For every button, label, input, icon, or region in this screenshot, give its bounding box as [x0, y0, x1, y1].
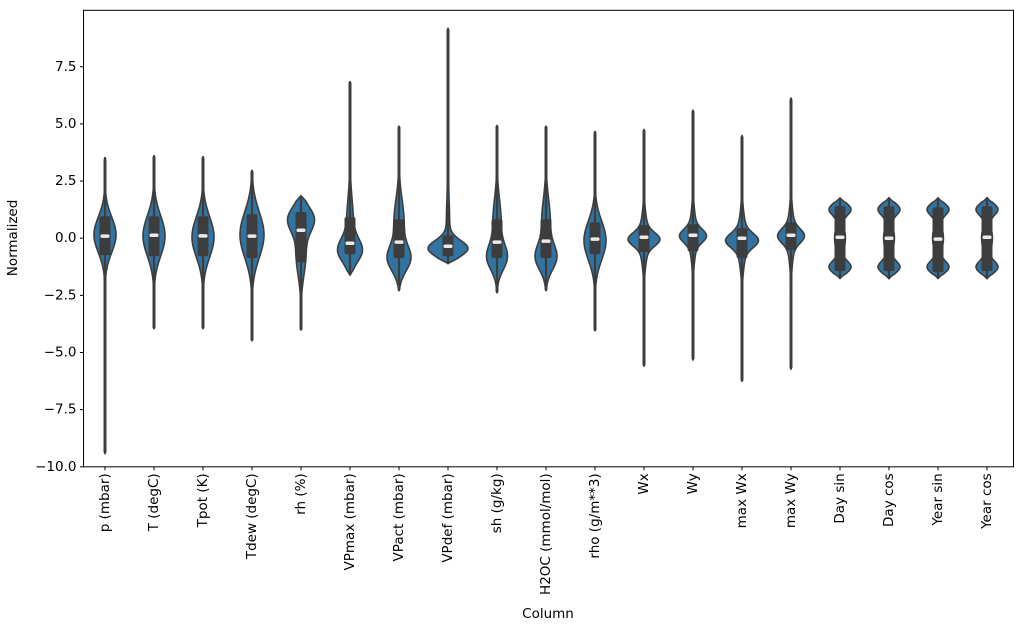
violin-quartile-box — [393, 219, 405, 259]
y-tick-label: −2.5 — [44, 287, 77, 303]
violin-quartile-box — [491, 219, 503, 259]
y-tick-label: 5.0 — [55, 116, 76, 132]
violin-quartile-box — [344, 217, 356, 255]
x-tick-label: VPact (mbar) — [391, 473, 407, 561]
violin-median-dash — [345, 241, 355, 245]
violin-group-0: p (mbar) — [93, 156, 117, 532]
violin-group-2: Tpot (K) — [191, 155, 215, 528]
y-tick-label: −7.5 — [44, 402, 77, 418]
violin-group-8: sh (g/kg) — [485, 124, 509, 533]
violin-group-14: max Wy — [776, 97, 806, 528]
x-tick-label: Wy — [685, 473, 701, 494]
violin-group-10: rho (g/m**3) — [583, 130, 607, 559]
violin-median-dash — [149, 233, 159, 237]
violin-median-dash — [198, 234, 208, 238]
violin-group-11: Wx — [627, 128, 661, 495]
violin-median-dash — [982, 235, 992, 240]
violin-group-13: max Wx — [724, 134, 760, 528]
violin-quartile-box — [736, 228, 748, 259]
violin-median-dash — [296, 228, 306, 232]
violin-group-16: Day cos — [877, 196, 901, 527]
violin-group-7: VPdef (mbar) — [427, 27, 469, 563]
violin-group-17: Year sin — [926, 197, 950, 527]
x-tick-label: sh (g/kg) — [489, 473, 505, 533]
violin-group-1: T (degC) — [142, 155, 166, 532]
violin-median-dash — [639, 235, 649, 240]
x-axis-title: Column — [522, 606, 574, 622]
violin-median-dash — [443, 244, 453, 248]
violin-median-dash — [247, 234, 257, 238]
violin-group-3: Tdew (degC) — [239, 169, 265, 560]
x-tick-label: T (degC) — [146, 473, 162, 532]
x-tick-label: Day cos — [881, 473, 897, 527]
y-axis-title: Normalized — [5, 199, 21, 277]
violin-group-18: Year cos — [975, 196, 999, 530]
y-tick-label: −5.0 — [44, 345, 77, 361]
y-tick-label: 2.5 — [55, 173, 76, 189]
x-tick-label: Day sin — [832, 473, 848, 523]
violin-median-dash — [590, 237, 600, 241]
x-tick-label: p (mbar) — [97, 473, 113, 532]
violin-group-9: H2OC (mmol/mol) — [534, 125, 558, 595]
x-tick-label: H2OC (mmol/mol) — [538, 473, 554, 595]
x-tick-label: max Wx — [734, 473, 750, 528]
violin-median-dash — [541, 239, 551, 243]
violin-median-dash — [492, 240, 502, 244]
violin-group-15: Day sin — [828, 197, 852, 524]
x-tick-label: Tdew (degC) — [244, 473, 260, 560]
axes-spines — [83, 9, 1014, 468]
y-tick-label: 0.0 — [55, 230, 76, 246]
x-tick-label: rh (%) — [293, 473, 309, 515]
y-tick-label: 7.5 — [55, 59, 76, 75]
violin-median-dash — [884, 236, 894, 240]
x-tick-label: Wx — [636, 473, 652, 494]
violin-group-5: VPmax (mbar) — [336, 80, 364, 570]
violin-group-12: Wy — [678, 109, 708, 494]
violin-median-dash — [786, 233, 796, 237]
violin-body — [427, 27, 469, 265]
violin-median-dash — [394, 240, 404, 244]
violin-quartile-box — [295, 212, 307, 263]
violin-quartile-box — [540, 219, 552, 259]
x-tick-label: Tpot (K) — [195, 473, 211, 528]
violin-quartile-box — [687, 224, 699, 252]
x-tick-label: VPdef (mbar) — [440, 473, 456, 562]
violin-group-6: VPact (mbar) — [386, 125, 412, 561]
violin-group-4: rh (%) — [286, 195, 316, 515]
y-tick-label: −10.0 — [35, 459, 76, 475]
violin-median-dash — [688, 233, 698, 237]
x-tick-label: Year sin — [930, 473, 946, 526]
violin-median-dash — [100, 234, 110, 238]
violin-median-dash — [737, 236, 747, 240]
x-tick-label: max Wy — [783, 473, 799, 528]
violin-median-dash — [933, 237, 943, 241]
x-tick-label: VPmax (mbar) — [342, 473, 358, 570]
x-tick-label: Year cos — [979, 473, 995, 530]
violin-median-dash — [835, 235, 845, 240]
x-tick-label: rho (g/m**3) — [587, 473, 603, 558]
